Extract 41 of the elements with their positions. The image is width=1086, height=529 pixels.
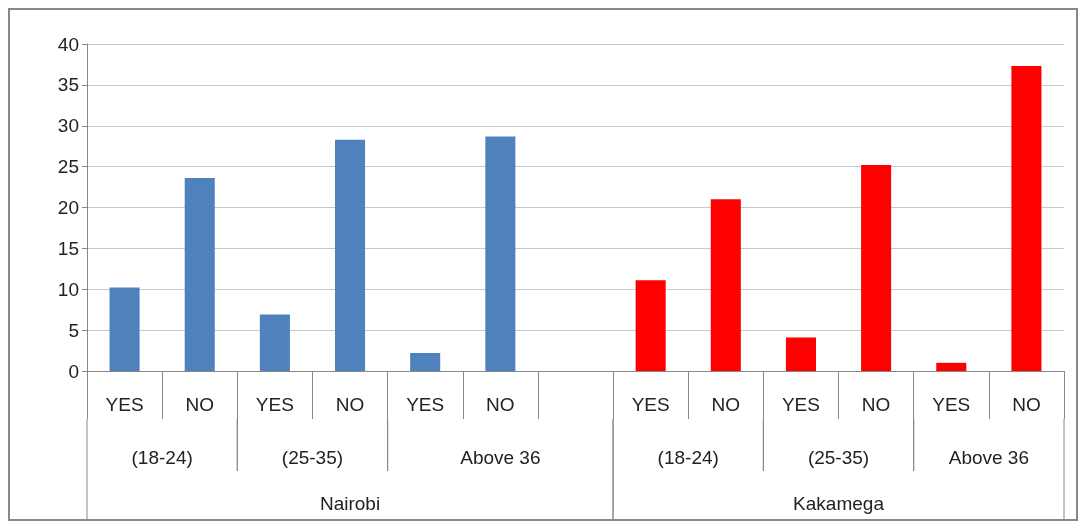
text: (25-35) bbox=[807, 446, 870, 468]
x-tick-label: NO bbox=[1012, 394, 1041, 415]
bar bbox=[485, 136, 516, 371]
text: Above 36 bbox=[948, 446, 1029, 468]
x-tick-label: NO bbox=[185, 394, 214, 415]
y-tick-label: 40 bbox=[57, 33, 79, 55]
y-tick-label: 35 bbox=[57, 74, 79, 96]
x-tick-label: YES bbox=[932, 394, 971, 415]
x-tick-label: NO bbox=[486, 394, 515, 415]
text: (25-35) bbox=[281, 446, 344, 468]
bar bbox=[936, 362, 967, 371]
bar bbox=[1011, 66, 1042, 371]
x-tick-label: YES bbox=[631, 394, 670, 415]
x-tick-label: NO bbox=[335, 394, 365, 415]
x-tick-label: YES bbox=[255, 394, 294, 415]
text: Nairobi bbox=[319, 492, 381, 514]
text: (18-24) bbox=[657, 446, 719, 468]
bar bbox=[635, 280, 666, 371]
text: Above 36 bbox=[460, 446, 541, 468]
bar bbox=[109, 287, 140, 371]
bar bbox=[710, 199, 741, 371]
bar bbox=[184, 178, 215, 371]
bar bbox=[259, 314, 290, 371]
bar bbox=[335, 139, 366, 371]
y-tick-label: 25 bbox=[57, 156, 79, 178]
y-tick-label: 20 bbox=[57, 197, 79, 218]
y-tick-label: 0 bbox=[68, 360, 79, 382]
bar bbox=[410, 353, 441, 371]
bar bbox=[785, 337, 816, 371]
y-tick-label: 15 bbox=[57, 237, 79, 259]
x-tick-label: YES bbox=[406, 394, 445, 415]
text: (18-24) bbox=[131, 446, 193, 468]
y-tick-label: 30 bbox=[57, 115, 79, 137]
x-tick-label: YES bbox=[781, 394, 820, 415]
y-tick-label: 5 bbox=[68, 319, 79, 341]
x-tick-label: NO bbox=[861, 394, 891, 415]
y-tick-label: 10 bbox=[57, 278, 79, 300]
text: Kakamega bbox=[793, 492, 885, 514]
x-tick-label: YES bbox=[105, 394, 144, 415]
x-tick-label: NO bbox=[711, 394, 741, 415]
bar bbox=[861, 164, 892, 371]
